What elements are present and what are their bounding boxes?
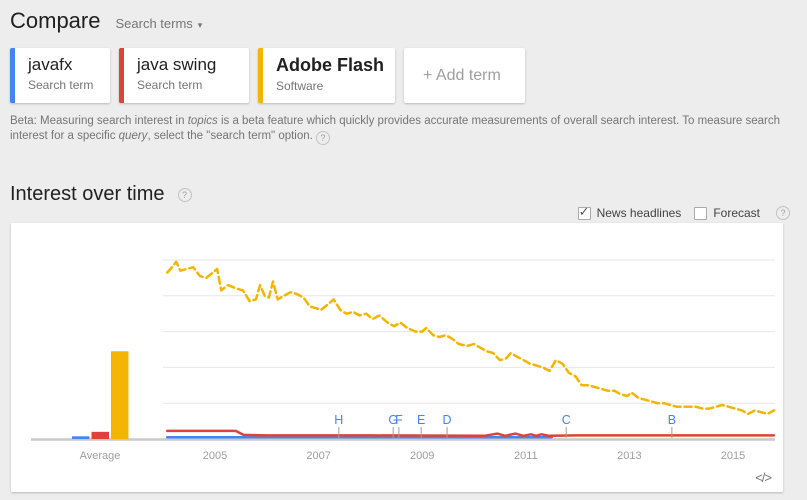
news-marker-F[interactable]: F [395,413,403,427]
term-title: javafx [28,55,73,74]
beta-note: Beta: Measuring search interest in topic… [10,114,790,145]
chart-controls: ✓ News headlines Forecast ? [577,203,790,220]
interest-over-time-chart: H GF E D C B Average 2005 2007 2009 2011 2013 2015 [31,259,776,462]
page-header: Compare Search terms ▾ [10,8,202,34]
help-icon[interactable]: ? [776,206,790,220]
checkbox-checked-icon: ✓ [577,203,591,220]
term-card-adobe-flash[interactable]: Adobe Flash Software [258,48,395,103]
x-label-2013: 2013 [617,450,641,462]
interest-over-time-card: H G F E D C B Average 2005 2007 2009 2011 2013 2015 <… [11,223,783,492]
term-title: Adobe Flash [276,55,385,75]
search-type-dropdown-label: Search terms [115,16,193,31]
beta-note-text: Beta: Measuring search interest in [10,115,188,127]
x-label-2009: 2009 [410,450,434,462]
term-subtitle: Software [276,79,324,93]
beta-note-text: is a beta feature which quickly provides… [10,115,781,142]
news-marker-G[interactable]: G [388,413,398,427]
news-headlines-checkbox[interactable]: ✓ News headlines [577,203,682,220]
x-label-2005: 2005 [203,450,227,462]
search-type-dropdown[interactable]: Search terms ▾ [115,16,202,31]
term-card-javafx[interactable]: javafx Search term [10,48,110,103]
add-term-label: + Add term [423,66,501,84]
help-icon[interactable]: ? [177,187,192,202]
news-marker-E[interactable]: E [417,413,425,427]
news-headlines-label: News headlines [596,206,682,220]
x-label-2015: 2015 [721,450,745,462]
news-marker-H[interactable]: H [334,413,343,427]
beta-note-italic-query: query [118,129,148,142]
average-bar-java-swing [91,431,109,439]
beta-note-text: , select the "search term" option. [147,129,313,142]
series-line-Adobe-Flash [166,260,776,416]
term-cards: javafx Search term java swing Search ter… [10,48,525,103]
x-label-2011: 2011 [514,450,538,462]
news-marker-D[interactable]: D [443,413,452,427]
term-card-java-swing[interactable]: java swing Search term [119,48,249,103]
x-label-average: Average [80,450,121,462]
average-bar-javafx [72,436,90,439]
term-subtitle: Search term [137,78,203,92]
checkbox-unchecked-icon [694,206,708,220]
term-subtitle: Search term [28,78,94,92]
embed-code-icon[interactable]: </> [755,470,772,485]
news-marker-B[interactable]: B [668,413,676,427]
page-title: Compare [10,8,101,33]
average-bar-Adobe-Flash [111,351,129,439]
add-term-button[interactable]: + Add term [404,48,525,103]
term-title: java swing [137,55,217,74]
help-icon[interactable]: ? [315,130,330,145]
chevron-down-icon: ▾ [197,20,203,30]
x-label-2007: 2007 [306,450,330,462]
section-title: Interest over time [10,183,165,205]
forecast-checkbox[interactable]: Forecast [694,206,760,220]
beta-note-italic-topics: topics [187,115,218,127]
news-marker-C[interactable]: C [562,413,571,427]
forecast-label: Forecast [713,206,760,220]
series-line-java-swing [166,429,776,438]
section-header: Interest over time ? [10,183,192,206]
